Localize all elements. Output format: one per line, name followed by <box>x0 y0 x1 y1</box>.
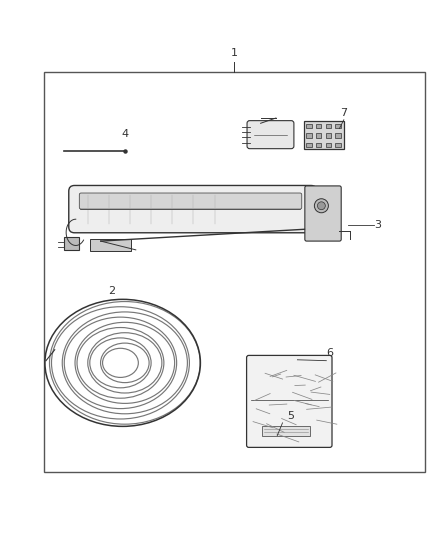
FancyBboxPatch shape <box>79 193 302 209</box>
Bar <box>325 133 331 138</box>
Bar <box>336 143 341 147</box>
Bar <box>306 143 311 147</box>
FancyBboxPatch shape <box>247 120 294 149</box>
Bar <box>304 120 344 149</box>
Text: 5: 5 <box>287 410 294 421</box>
Bar <box>325 143 331 147</box>
Bar <box>64 237 79 250</box>
Bar <box>316 133 321 138</box>
Circle shape <box>314 199 328 213</box>
FancyBboxPatch shape <box>305 186 341 241</box>
FancyBboxPatch shape <box>247 356 332 447</box>
Bar <box>306 124 311 128</box>
Bar <box>262 426 310 435</box>
Text: 7: 7 <box>340 108 347 118</box>
Bar <box>306 133 311 138</box>
Bar <box>325 124 331 128</box>
Circle shape <box>318 202 325 209</box>
Text: 2: 2 <box>108 286 115 296</box>
Text: 3: 3 <box>374 220 381 230</box>
Bar <box>336 124 341 128</box>
Bar <box>90 239 131 251</box>
Bar <box>336 133 341 138</box>
Text: 4: 4 <box>121 130 128 140</box>
Text: 1: 1 <box>231 49 238 59</box>
FancyBboxPatch shape <box>69 185 317 233</box>
Bar <box>44 71 425 472</box>
Text: 6: 6 <box>326 349 333 359</box>
Bar <box>316 143 321 147</box>
Bar <box>316 124 321 128</box>
